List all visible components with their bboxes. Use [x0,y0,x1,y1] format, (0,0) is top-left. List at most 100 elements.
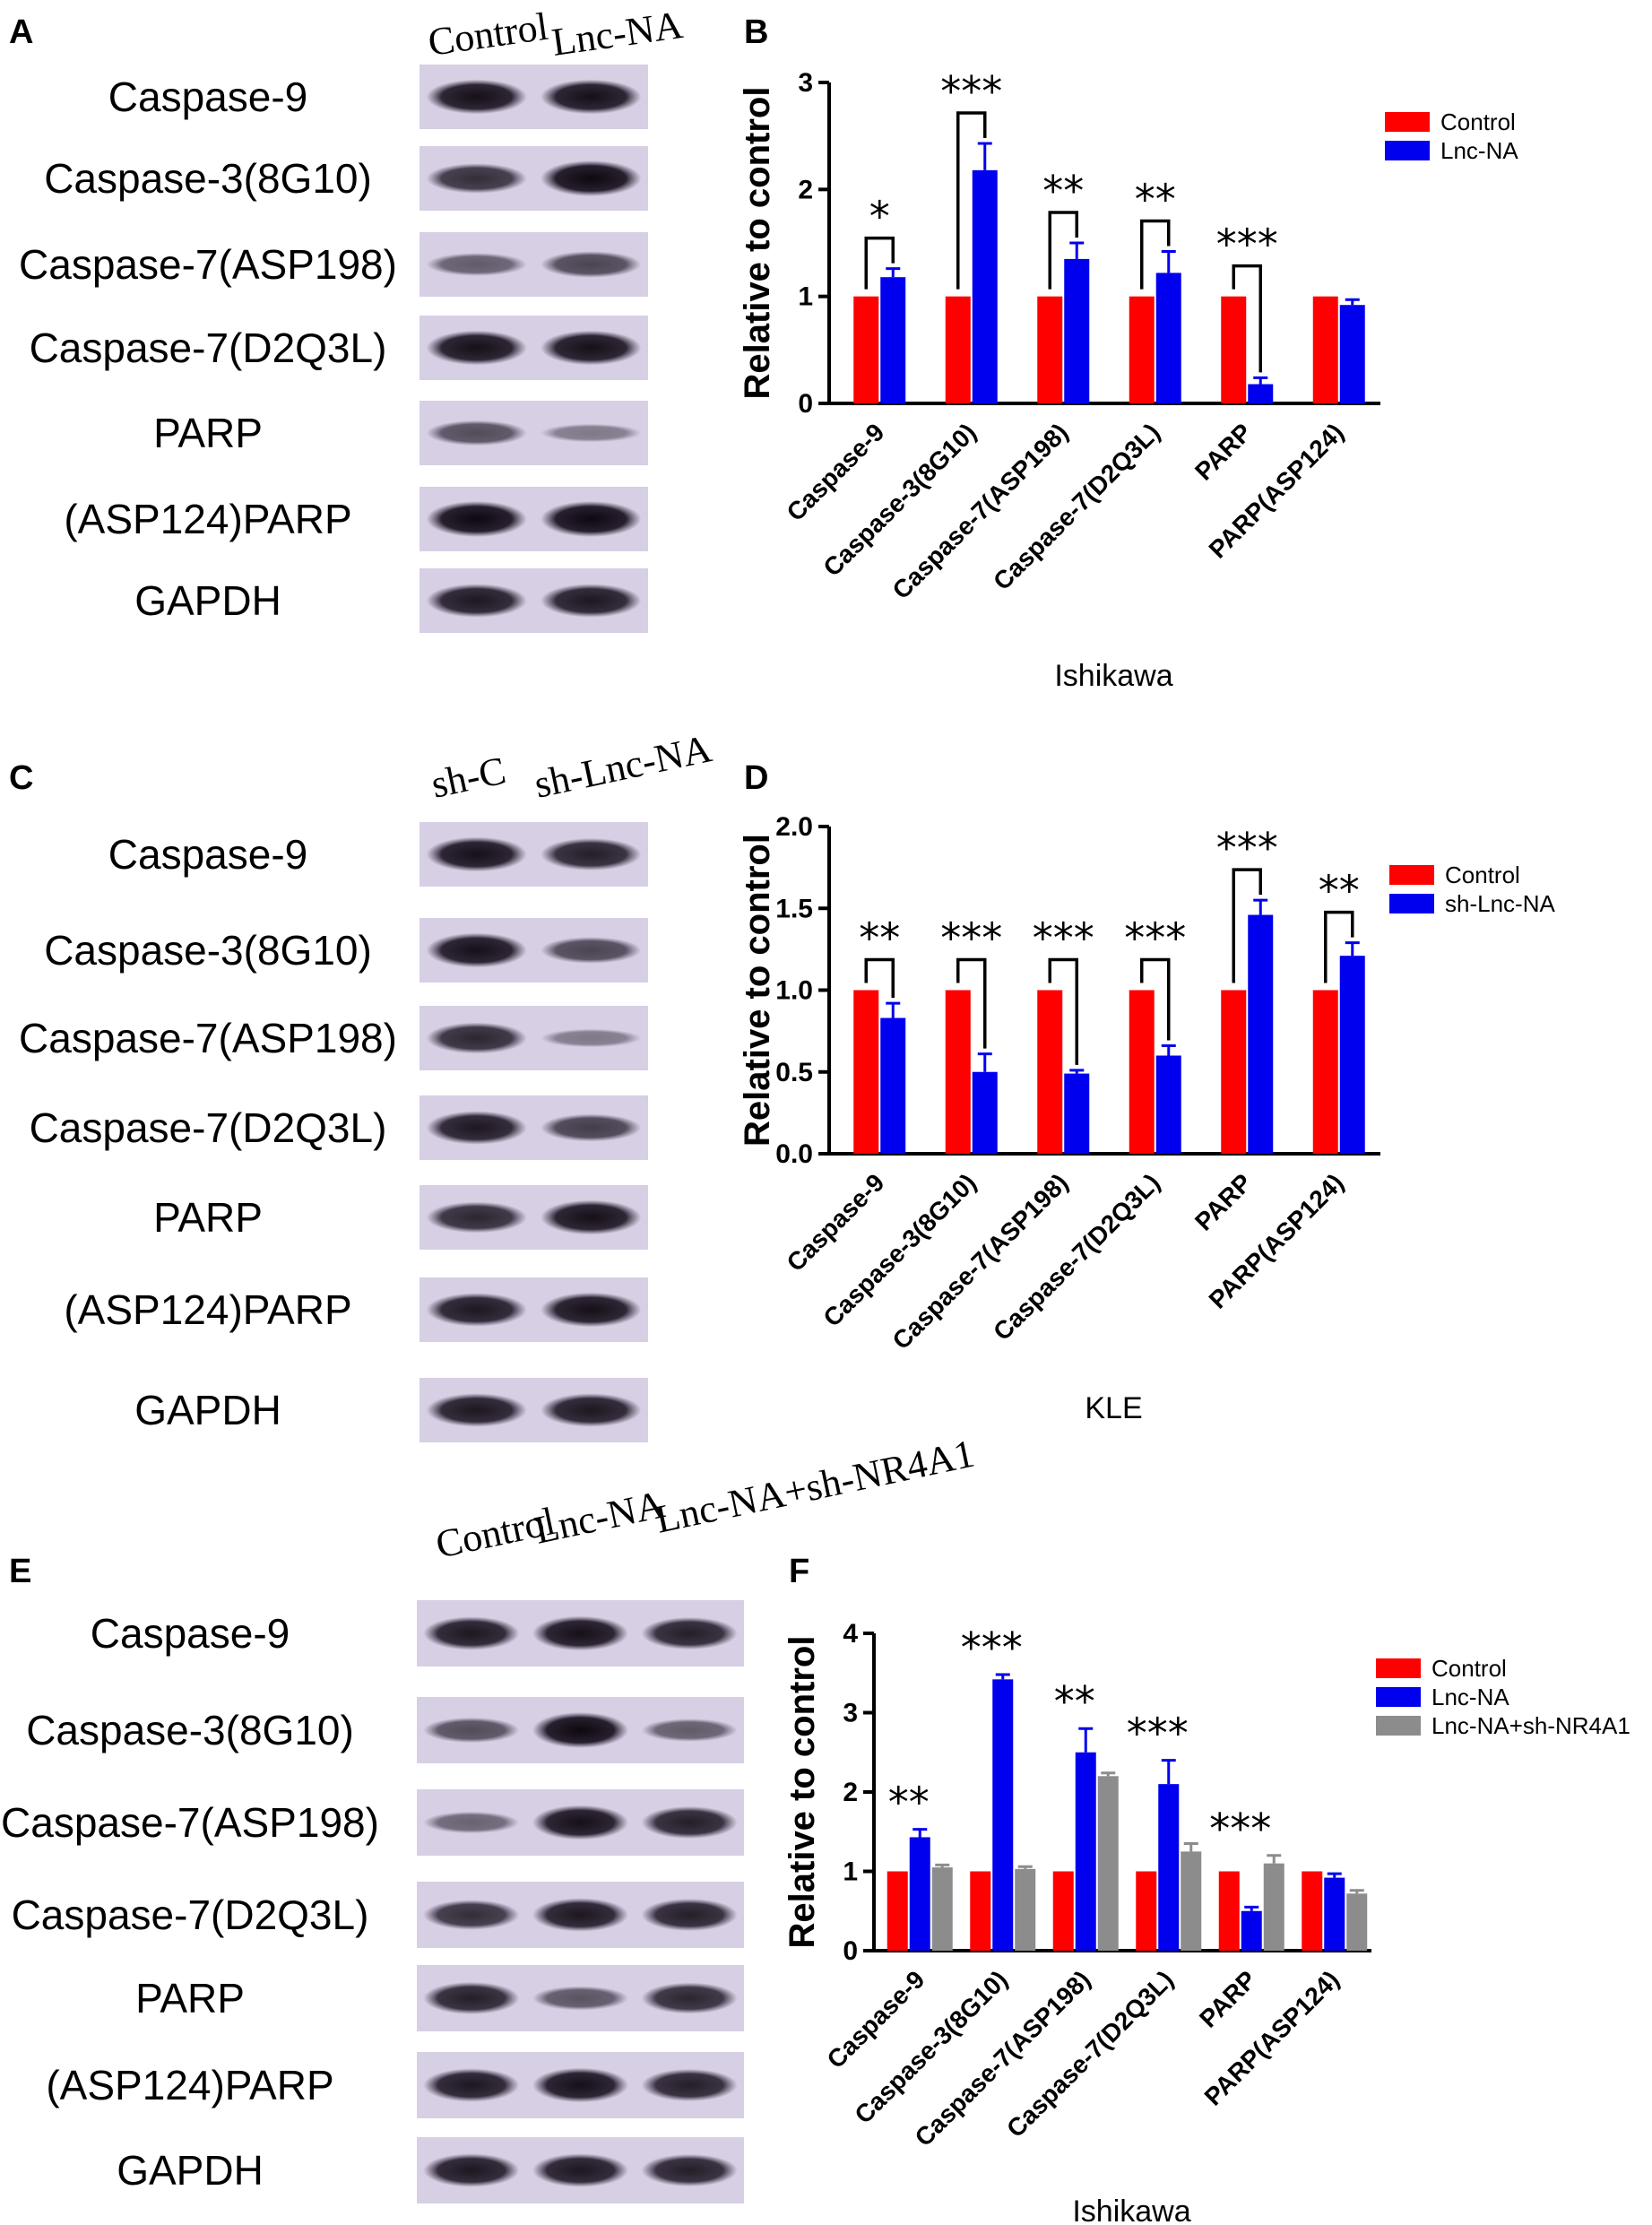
significance-marker: *** [1033,914,1094,963]
y-axis-title: Relative to control [783,1636,822,1949]
y-tick-label: 0.5 [775,1058,813,1087]
x-axis-title: Ishikawa [1072,2195,1190,2225]
blot-band [426,163,527,194]
bar-0 [1136,1871,1157,1951]
blot-band [426,1293,527,1327]
blot-row-label: Caspase-7(ASP198) [19,241,397,288]
bar-2 [1097,1776,1119,1951]
panel-letter-c: C [9,759,33,797]
significance-marker: *** [1124,914,1186,963]
blot-band [426,330,527,366]
x-axis-title: Ishikawa [1054,659,1172,693]
blot-band [426,836,527,872]
x-tick-label: PARP [1189,418,1257,485]
y-tick-label: 1 [843,1857,858,1887]
significance-bracket [1324,910,1354,983]
significance-bracket [1140,219,1171,290]
lane-label: sh-Lnc-NA [531,726,715,807]
legend-label: Control [1440,108,1516,135]
blot-band [641,1719,738,1742]
blot-band [541,1393,642,1427]
bar-0 [1218,1871,1240,1951]
bar-1 [1248,384,1274,403]
x-axis-title: KLE [1085,1391,1142,1425]
y-tick-label: 2.0 [775,812,813,842]
blot-band [423,1811,520,1834]
x-tick-label: Caspase-3(8G10) [817,418,982,582]
significance-marker: ** [1135,176,1176,224]
blot-row-label: Caspase-7(ASP198) [19,1015,397,1061]
bar-1 [992,1679,1014,1951]
panel-letter-f: F [789,1553,809,1590]
blot-band [541,1292,642,1328]
bar-0 [945,990,971,1154]
blot-band [426,932,527,968]
blot-band [541,501,642,537]
bar-1 [1339,956,1365,1154]
legend-label: Lnc-NA+sh-NR4A1 [1431,1712,1630,1739]
legend-swatch [1385,141,1430,160]
legend-label: Control [1431,1655,1507,1682]
blot-row-label: PARP [153,410,263,456]
bar-0 [1312,296,1338,403]
y-axis-title: Relative to control [738,87,777,400]
blot-row-label: Caspase-9 [108,831,307,878]
x-tick-label: Caspase-7(ASP198) [887,1168,1074,1355]
panel-letter-e: E [9,1553,31,1590]
x-tick-label: Caspase-3(8G10) [817,1168,982,1332]
lane-label: Lnc-NA [531,1482,669,1552]
significance-bracket [1232,264,1262,373]
x-tick-label: Caspase-7(D2Q3L) [1001,1965,1179,2143]
significance-marker: ** [1319,867,1360,915]
blot-row-label: GAPDH [134,577,281,624]
bar-0 [970,1871,991,1951]
blot-band [426,1393,527,1427]
significance-marker: *** [1209,1805,1271,1853]
legend-swatch [1389,865,1434,885]
y-tick-label: 1.0 [775,976,813,1006]
bar-chart-f: 0 1 2 3 4 Relative to control Ishikawa Caspase-… [783,1619,1630,2225]
blot-row-label: PARP [135,1975,245,2022]
legend-label: Lnc-NA [1440,137,1518,164]
x-tick-label: Caspase-7(D2Q3L) [988,1168,1165,1346]
bar-0 [1129,296,1155,403]
blot-band [532,1712,629,1748]
bar-1 [1064,258,1090,403]
legend-swatch [1376,1658,1421,1678]
bar-2 [1263,1863,1284,1951]
bar-0 [853,990,879,1154]
blot-band [532,2153,629,2187]
blot-band [641,1982,738,2014]
blot-band [532,1615,629,1651]
western-blot-e: ControlLnc-NALnc-NA+sh-NR4A1Caspase-9Cas… [1,1432,978,2203]
legend-label: Control [1445,861,1520,888]
panel-letter-a: A [9,13,33,51]
significance-bracket [1140,957,1171,1041]
significance-marker: ** [1054,1677,1095,1726]
significance-marker: *** [1216,221,1278,269]
lane-label: Control [426,4,551,65]
blot-row-label: (ASP124)PARP [64,1286,351,1333]
blot-band [423,2153,520,2187]
legend-swatch [1376,1716,1421,1736]
blot-band [541,937,642,964]
significance-marker: * [869,193,890,241]
bar-1 [1241,1910,1262,1951]
blot-band [541,251,642,278]
bar-2 [1015,1868,1036,1951]
bar-1 [1339,305,1365,403]
bar-1 [880,1017,906,1154]
blot-row-label: (ASP124)PARP [64,496,351,542]
bar-1 [1248,914,1274,1154]
blot-band [541,1028,642,1048]
significance-marker: ** [1042,167,1084,215]
legend-label: sh-Lnc-NA [1445,890,1555,917]
significance-marker: ** [888,1779,930,1827]
y-tick-label: 1.5 [775,894,813,923]
y-tick-label: 0.0 [775,1139,813,1169]
y-tick-label: 3 [798,68,813,98]
blot-band [426,420,527,446]
x-tick-label: Caspase-3(8G10) [849,1965,1013,2129]
blot-row-label: GAPDH [117,2147,264,2194]
